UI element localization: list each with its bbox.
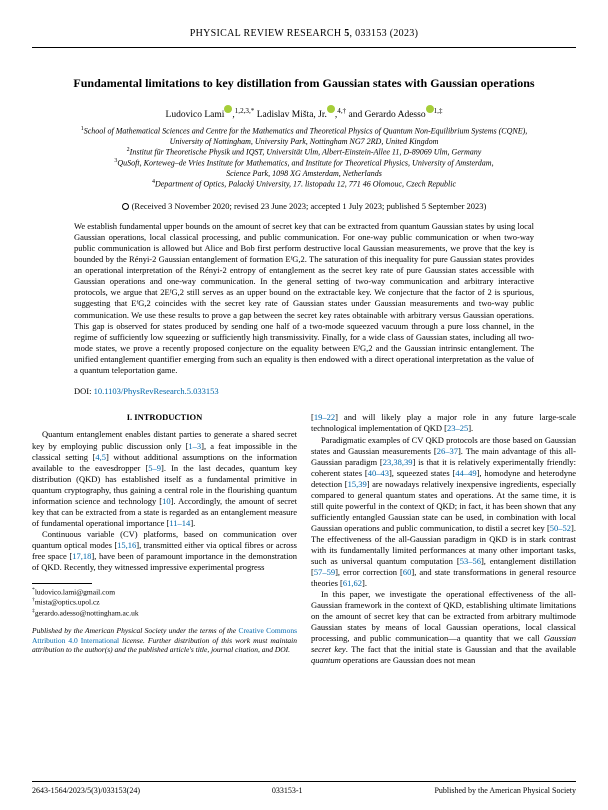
citation-link[interactable]: 5–9 bbox=[148, 463, 161, 473]
author-1-aff: 1,2,3,* bbox=[235, 107, 255, 115]
footnotes: *ludovico.lami@gmail.com †mista@optics.u… bbox=[32, 587, 297, 618]
paragraph: [19–22] and will likely play a major rol… bbox=[311, 412, 576, 434]
journal-article: 033153 (2023) bbox=[355, 28, 418, 39]
footer-center: 033153-1 bbox=[272, 786, 303, 796]
footer-left: 2643-1564/2023/5(3)/033153(24) bbox=[32, 786, 140, 796]
affiliation-line: Science Park, 1098 XG Amsterdam, Netherl… bbox=[226, 169, 382, 178]
dates-text: (Received 3 November 2020; revised 23 Ju… bbox=[132, 201, 487, 211]
citation-link[interactable]: 44–49 bbox=[455, 468, 476, 478]
authors-line: Ludovico Lami,1,2,3,* Ladislav Mišta, Jr… bbox=[32, 105, 576, 122]
footer-right: Published by the American Physical Socie… bbox=[434, 786, 576, 796]
right-column: [19–22] and will likely play a major rol… bbox=[311, 412, 576, 666]
orcid-icon[interactable] bbox=[327, 105, 335, 113]
affiliation-line: School of Mathematical Sciences and Cent… bbox=[84, 126, 528, 135]
affiliations: 1School of Mathematical Sciences and Cen… bbox=[32, 126, 576, 191]
journal-name: PHYSICAL REVIEW RESEARCH bbox=[190, 28, 342, 39]
orcid-icon[interactable] bbox=[224, 105, 232, 113]
citation-link[interactable]: 53–56 bbox=[460, 556, 481, 566]
paragraph: Paradigmatic examples of CV QKD protocol… bbox=[311, 435, 576, 590]
page-footer: 2643-1564/2023/5(3)/033153(24) 033153-1 … bbox=[32, 781, 576, 796]
paragraph: Quantum entanglement enables distant par… bbox=[32, 429, 297, 528]
journal-header: PHYSICAL REVIEW RESEARCH 5, 033153 (2023… bbox=[32, 28, 576, 48]
section-heading: I. INTRODUCTION bbox=[32, 412, 297, 423]
crossmark-icon[interactable] bbox=[122, 203, 129, 210]
footnote-rule bbox=[32, 583, 92, 584]
citation-link[interactable]: 40–43 bbox=[368, 468, 389, 478]
citation-link[interactable]: 26–37 bbox=[437, 446, 458, 456]
affiliation-line: University of Nottingham, University Par… bbox=[170, 137, 439, 146]
paper-title: Fundamental limitations to key distillat… bbox=[32, 76, 576, 91]
doi-label: DOI: bbox=[74, 386, 91, 396]
paragraph: Continuous variable (CV) platforms, base… bbox=[32, 529, 297, 573]
affiliation-line: Institut für Theoretische Physik und IQS… bbox=[130, 148, 482, 157]
body-columns: I. INTRODUCTION Quantum entanglement ena… bbox=[32, 412, 576, 666]
citation-link[interactable]: 15,39 bbox=[348, 479, 367, 489]
dates-line: (Received 3 November 2020; revised 23 Ju… bbox=[32, 201, 576, 212]
doi-link[interactable]: 10.1103/PhysRevResearch.5.033153 bbox=[94, 386, 219, 396]
author-3-aff: 1,‡ bbox=[434, 107, 443, 115]
citation-link[interactable]: 15,16 bbox=[117, 540, 136, 550]
citation-link[interactable]: 4,5 bbox=[95, 452, 106, 462]
abstract: We establish fundamental upper bounds on… bbox=[74, 221, 534, 376]
citation-link[interactable]: 23,38,39 bbox=[383, 457, 413, 467]
citation-link[interactable]: 17,18 bbox=[72, 551, 91, 561]
doi-line: DOI: 10.1103/PhysRevResearch.5.033153 bbox=[74, 386, 534, 397]
citation-link[interactable]: 10 bbox=[162, 496, 171, 506]
citation-link[interactable]: 61,62 bbox=[343, 578, 362, 588]
citation-link[interactable]: 57–59 bbox=[314, 567, 335, 577]
footnote: ‡gerardo.adesso@nottingham.ac.uk bbox=[32, 608, 297, 618]
author-3: Gerardo Adesso bbox=[365, 110, 426, 120]
author-2: Ladislav Mišta, Jr. bbox=[257, 110, 327, 120]
citation-link[interactable]: 1–3 bbox=[188, 441, 201, 451]
license-text: Published by the American Physical Socie… bbox=[32, 626, 297, 655]
paragraph: In this paper, we investigate the operat… bbox=[311, 589, 576, 666]
orcid-icon[interactable] bbox=[426, 105, 434, 113]
affiliation-line: QuSoft, Korteweg–de Vries Institute for … bbox=[117, 159, 493, 168]
citation-link[interactable]: 50–52 bbox=[550, 523, 571, 533]
left-column: I. INTRODUCTION Quantum entanglement ena… bbox=[32, 412, 297, 666]
journal-vol: 5 bbox=[344, 28, 349, 39]
citation-link[interactable]: 23–25 bbox=[447, 423, 468, 433]
footnote: †mista@optics.upol.cz bbox=[32, 597, 297, 607]
citation-link[interactable]: 11–14 bbox=[169, 518, 190, 528]
footnote: *ludovico.lami@gmail.com bbox=[32, 587, 297, 597]
author-2-aff: 4,† bbox=[337, 107, 346, 115]
citation-link[interactable]: 19–22 bbox=[314, 412, 335, 422]
author-1: Ludovico Lami bbox=[166, 110, 225, 120]
affiliation-line: Department of Optics, Palacký University… bbox=[155, 180, 456, 189]
